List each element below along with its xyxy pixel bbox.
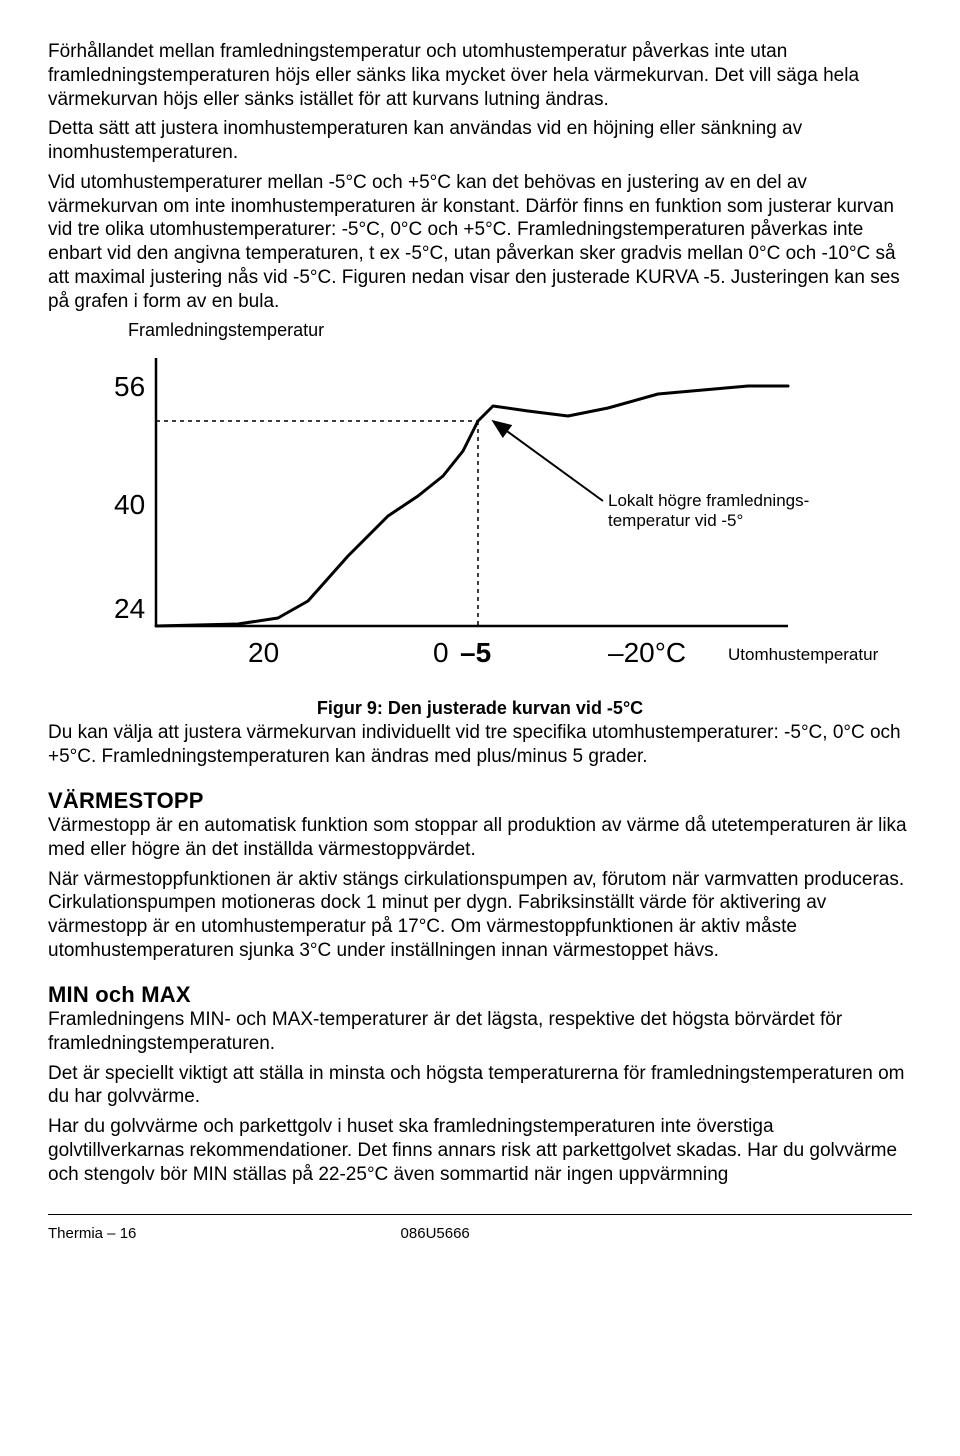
page-footer: Thermia – 16 086U5666 xyxy=(48,1225,912,1244)
figure-caption: Figur 9: Den justerade kurvan vid -5°C xyxy=(48,697,912,720)
chart-figure: Framledningstemperatur 56 40 24 20 0 –5 … xyxy=(48,319,912,682)
paragraph-1: Förhållandet mellan framledningstemperat… xyxy=(48,40,912,111)
footer-rule xyxy=(48,1214,912,1215)
paragraph-3: Vid utomhustemperaturer mellan -5°C och … xyxy=(48,171,912,314)
x-axis-label: Utomhustemperatur xyxy=(728,645,879,664)
x-tick-20: 20 xyxy=(248,637,279,668)
annotation-line2: temperatur vid -5° xyxy=(608,511,743,530)
footer-left: Thermia – 16 xyxy=(48,1225,136,1244)
heading-varmestopp: VÄRMESTOPP xyxy=(48,787,912,815)
y-tick-24: 24 xyxy=(114,593,145,624)
paragraph-2: Detta sätt att justera inomhustemperatur… xyxy=(48,117,912,165)
annotation-line1: Lokalt högre framlednings- xyxy=(608,491,809,510)
paragraph-9: Har du golvvärme och parkettgolv i huset… xyxy=(48,1115,912,1186)
paragraph-6: När värmestoppfunktionen är aktiv stängs… xyxy=(48,868,912,963)
y-tick-56: 56 xyxy=(114,371,145,402)
footer-right: 086U5666 xyxy=(401,1225,470,1244)
chart-svg: 56 40 24 20 0 –5 –20°C Utomhustemperatur… xyxy=(48,346,908,676)
heading-min-max: MIN och MAX xyxy=(48,981,912,1009)
x-tick-0: 0 xyxy=(433,637,449,668)
x-tick-m20: –20°C xyxy=(608,637,686,668)
paragraph-5: Värmestopp är en automatisk funktion som… xyxy=(48,814,912,862)
chart-y-axis-label: Framledningstemperatur xyxy=(128,319,912,342)
paragraph-7: Framledningens MIN- och MAX-temperaturer… xyxy=(48,1008,912,1056)
x-tick-m5: –5 xyxy=(460,637,491,668)
paragraph-8: Det är speciellt viktigt att ställa in m… xyxy=(48,1062,912,1110)
y-tick-40: 40 xyxy=(114,489,145,520)
paragraph-4: Du kan välja att justera värmekurvan ind… xyxy=(48,721,912,769)
annotation-arrow xyxy=(493,421,603,501)
